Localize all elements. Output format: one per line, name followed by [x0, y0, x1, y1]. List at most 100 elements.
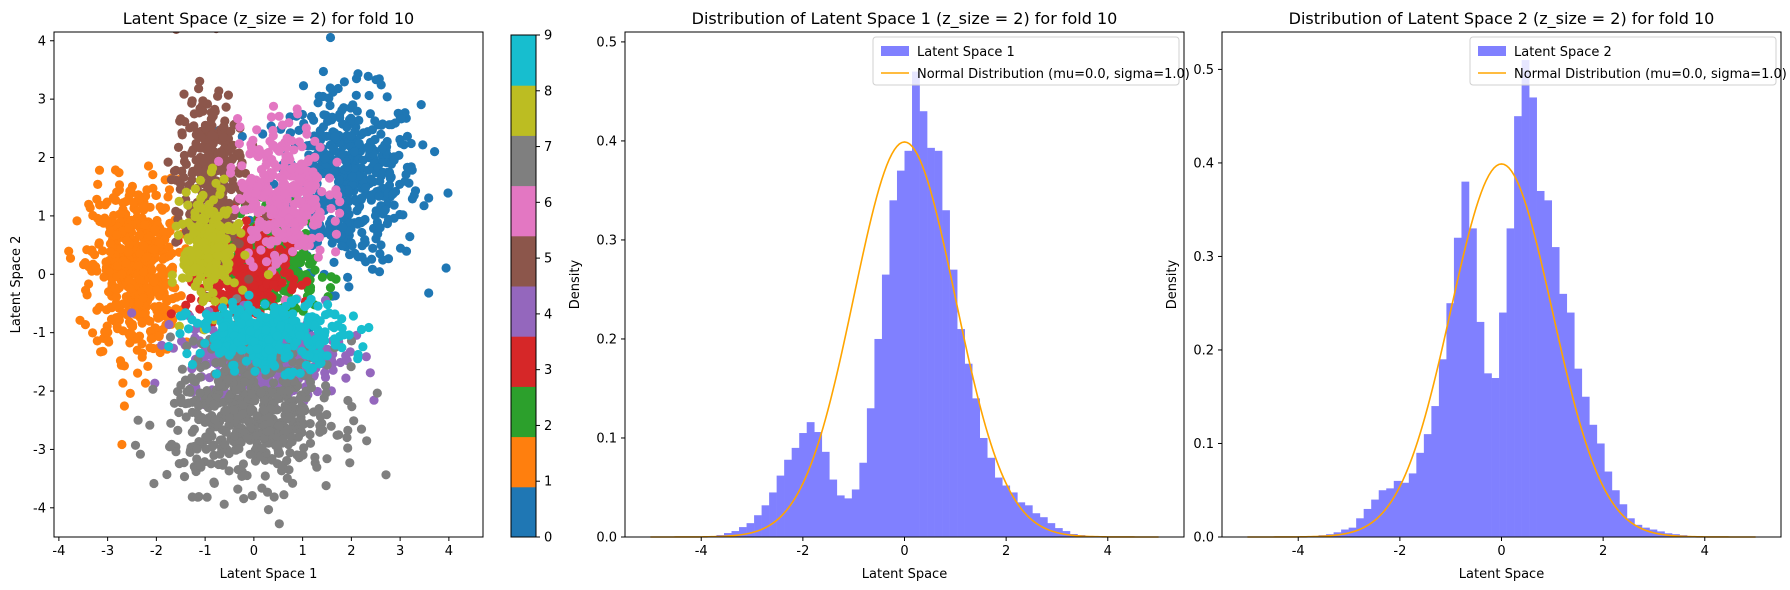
histogram-bar	[904, 150, 913, 537]
scatter-point	[223, 90, 233, 100]
scatter-point	[118, 326, 128, 336]
scatter-point	[207, 130, 217, 140]
scatter-point	[320, 153, 330, 164]
scatter-point	[157, 340, 167, 350]
scatter-point	[210, 104, 220, 114]
scatter-point	[215, 449, 225, 459]
scatter-point	[194, 221, 204, 231]
scatter-point	[252, 344, 262, 354]
scatter-point	[361, 352, 371, 362]
scatter-point	[111, 292, 122, 302]
scatter-point	[293, 109, 303, 119]
scatter-point	[181, 187, 191, 197]
colorbar-tick-label: 0	[544, 531, 552, 546]
scatter-point	[166, 418, 176, 428]
scatter-point	[65, 253, 76, 263]
scatter-point	[304, 312, 314, 322]
scatter-point	[135, 449, 145, 459]
y-axis-label: Density	[568, 259, 583, 309]
scatter-point	[300, 234, 310, 244]
scatter-point	[223, 310, 233, 320]
histogram-bar	[1002, 485, 1011, 537]
scatter-point	[158, 227, 169, 237]
legend-frame	[872, 36, 1180, 86]
scatter-point	[140, 220, 150, 230]
scatter-point	[310, 152, 320, 162]
scatter-point	[114, 168, 124, 178]
scatter-point	[128, 198, 139, 208]
colorbar-segment	[511, 235, 536, 287]
scatter-point	[169, 398, 179, 408]
scatter-point	[330, 132, 340, 142]
colorbar-segment	[511, 286, 536, 337]
scatter-point	[179, 150, 189, 160]
scatter-point	[150, 224, 160, 235]
y-tick-label: 0.5	[596, 35, 617, 50]
scatter-point	[293, 195, 303, 205]
scatter-point	[196, 272, 206, 282]
cluster-8	[167, 163, 274, 341]
scatter-point	[255, 253, 265, 263]
scatter-point	[209, 477, 219, 487]
y-tick-label: -4	[33, 501, 46, 516]
scatter-point	[315, 340, 325, 350]
colorbar-frame	[510, 34, 537, 538]
scatter-point	[229, 343, 239, 353]
scatter-point	[325, 190, 335, 200]
scatter-point	[335, 113, 345, 123]
scatter-point	[125, 283, 135, 294]
histogram-bar	[1423, 434, 1432, 537]
scatter-point	[174, 196, 184, 206]
colorbar-tick-label: 9	[544, 29, 552, 44]
scatter-point	[281, 204, 291, 214]
scatter-point	[389, 200, 399, 210]
scatter-point	[195, 175, 205, 185]
scatter-point	[121, 258, 131, 268]
scatter-point	[221, 406, 231, 416]
scatter-point	[376, 240, 386, 250]
histogram-bar	[1431, 406, 1440, 537]
scatter-point	[185, 387, 195, 397]
histogram-bar	[1453, 237, 1462, 538]
x-tick-label: 0	[250, 544, 258, 559]
scatter-point	[248, 200, 258, 210]
scatter-point	[409, 190, 419, 200]
histogram-bar	[1032, 513, 1041, 537]
scatter-point	[257, 443, 267, 453]
scatter-point	[329, 166, 339, 176]
scatter-point	[292, 450, 302, 460]
scatter-point	[443, 188, 453, 198]
histogram-bar	[1626, 518, 1635, 537]
scatter-point	[285, 448, 295, 458]
scatter-point	[148, 170, 158, 180]
scatter-point	[358, 342, 368, 352]
scatter-point	[182, 349, 192, 359]
scatter-point	[121, 236, 132, 246]
histogram-bar	[836, 495, 845, 537]
histogram-bar	[859, 462, 868, 537]
scatter-point	[173, 230, 183, 240]
scatter-point	[229, 278, 239, 288]
x-tick-label: -2	[796, 544, 809, 559]
scatter-point	[164, 319, 174, 330]
scatter-point	[209, 399, 219, 409]
scatter-point	[181, 300, 191, 310]
x-axis-label: Latent Space	[1459, 567, 1544, 582]
scatter-point	[155, 202, 165, 212]
scatter-point	[353, 354, 363, 364]
x-tick-label: -1	[199, 544, 212, 559]
scatter-point	[187, 315, 197, 325]
scatter-point	[357, 252, 367, 262]
scatter-point	[201, 244, 211, 254]
scatter-point	[281, 151, 291, 161]
scatter-point	[354, 138, 364, 149]
scatter-point	[164, 341, 174, 352]
y-tick-label: 0.0	[596, 531, 617, 546]
scatter-point	[217, 197, 227, 207]
scatter-point	[368, 243, 378, 253]
scatter-points	[64, 32, 453, 529]
scatter-point	[223, 224, 233, 235]
scatter-point	[173, 425, 183, 435]
scatter-point	[353, 69, 363, 79]
scatter-point	[215, 232, 225, 242]
